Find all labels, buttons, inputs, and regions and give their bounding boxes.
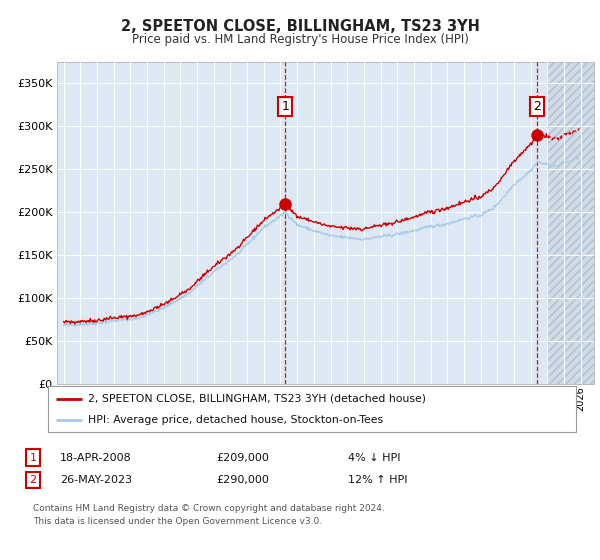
- Text: 2: 2: [533, 100, 541, 113]
- Text: £290,000: £290,000: [216, 475, 269, 485]
- Text: Price paid vs. HM Land Registry's House Price Index (HPI): Price paid vs. HM Land Registry's House …: [131, 32, 469, 46]
- Text: 2, SPEETON CLOSE, BILLINGHAM, TS23 3YH: 2, SPEETON CLOSE, BILLINGHAM, TS23 3YH: [121, 20, 479, 34]
- Bar: [547, 62, 594, 384]
- Text: £209,000: £209,000: [216, 452, 269, 463]
- Text: 2: 2: [29, 475, 37, 485]
- Bar: [547, 62, 594, 384]
- Text: 1: 1: [29, 452, 37, 463]
- Text: 1: 1: [281, 100, 289, 113]
- Text: 4% ↓ HPI: 4% ↓ HPI: [348, 452, 401, 463]
- Text: 26-MAY-2023: 26-MAY-2023: [60, 475, 132, 485]
- Text: Contains HM Land Registry data © Crown copyright and database right 2024.
This d: Contains HM Land Registry data © Crown c…: [33, 504, 385, 525]
- Text: 2, SPEETON CLOSE, BILLINGHAM, TS23 3YH (detached house): 2, SPEETON CLOSE, BILLINGHAM, TS23 3YH (…: [88, 394, 425, 404]
- Text: HPI: Average price, detached house, Stockton-on-Tees: HPI: Average price, detached house, Stoc…: [88, 415, 383, 425]
- Text: 18-APR-2008: 18-APR-2008: [60, 452, 132, 463]
- Text: 12% ↑ HPI: 12% ↑ HPI: [348, 475, 407, 485]
